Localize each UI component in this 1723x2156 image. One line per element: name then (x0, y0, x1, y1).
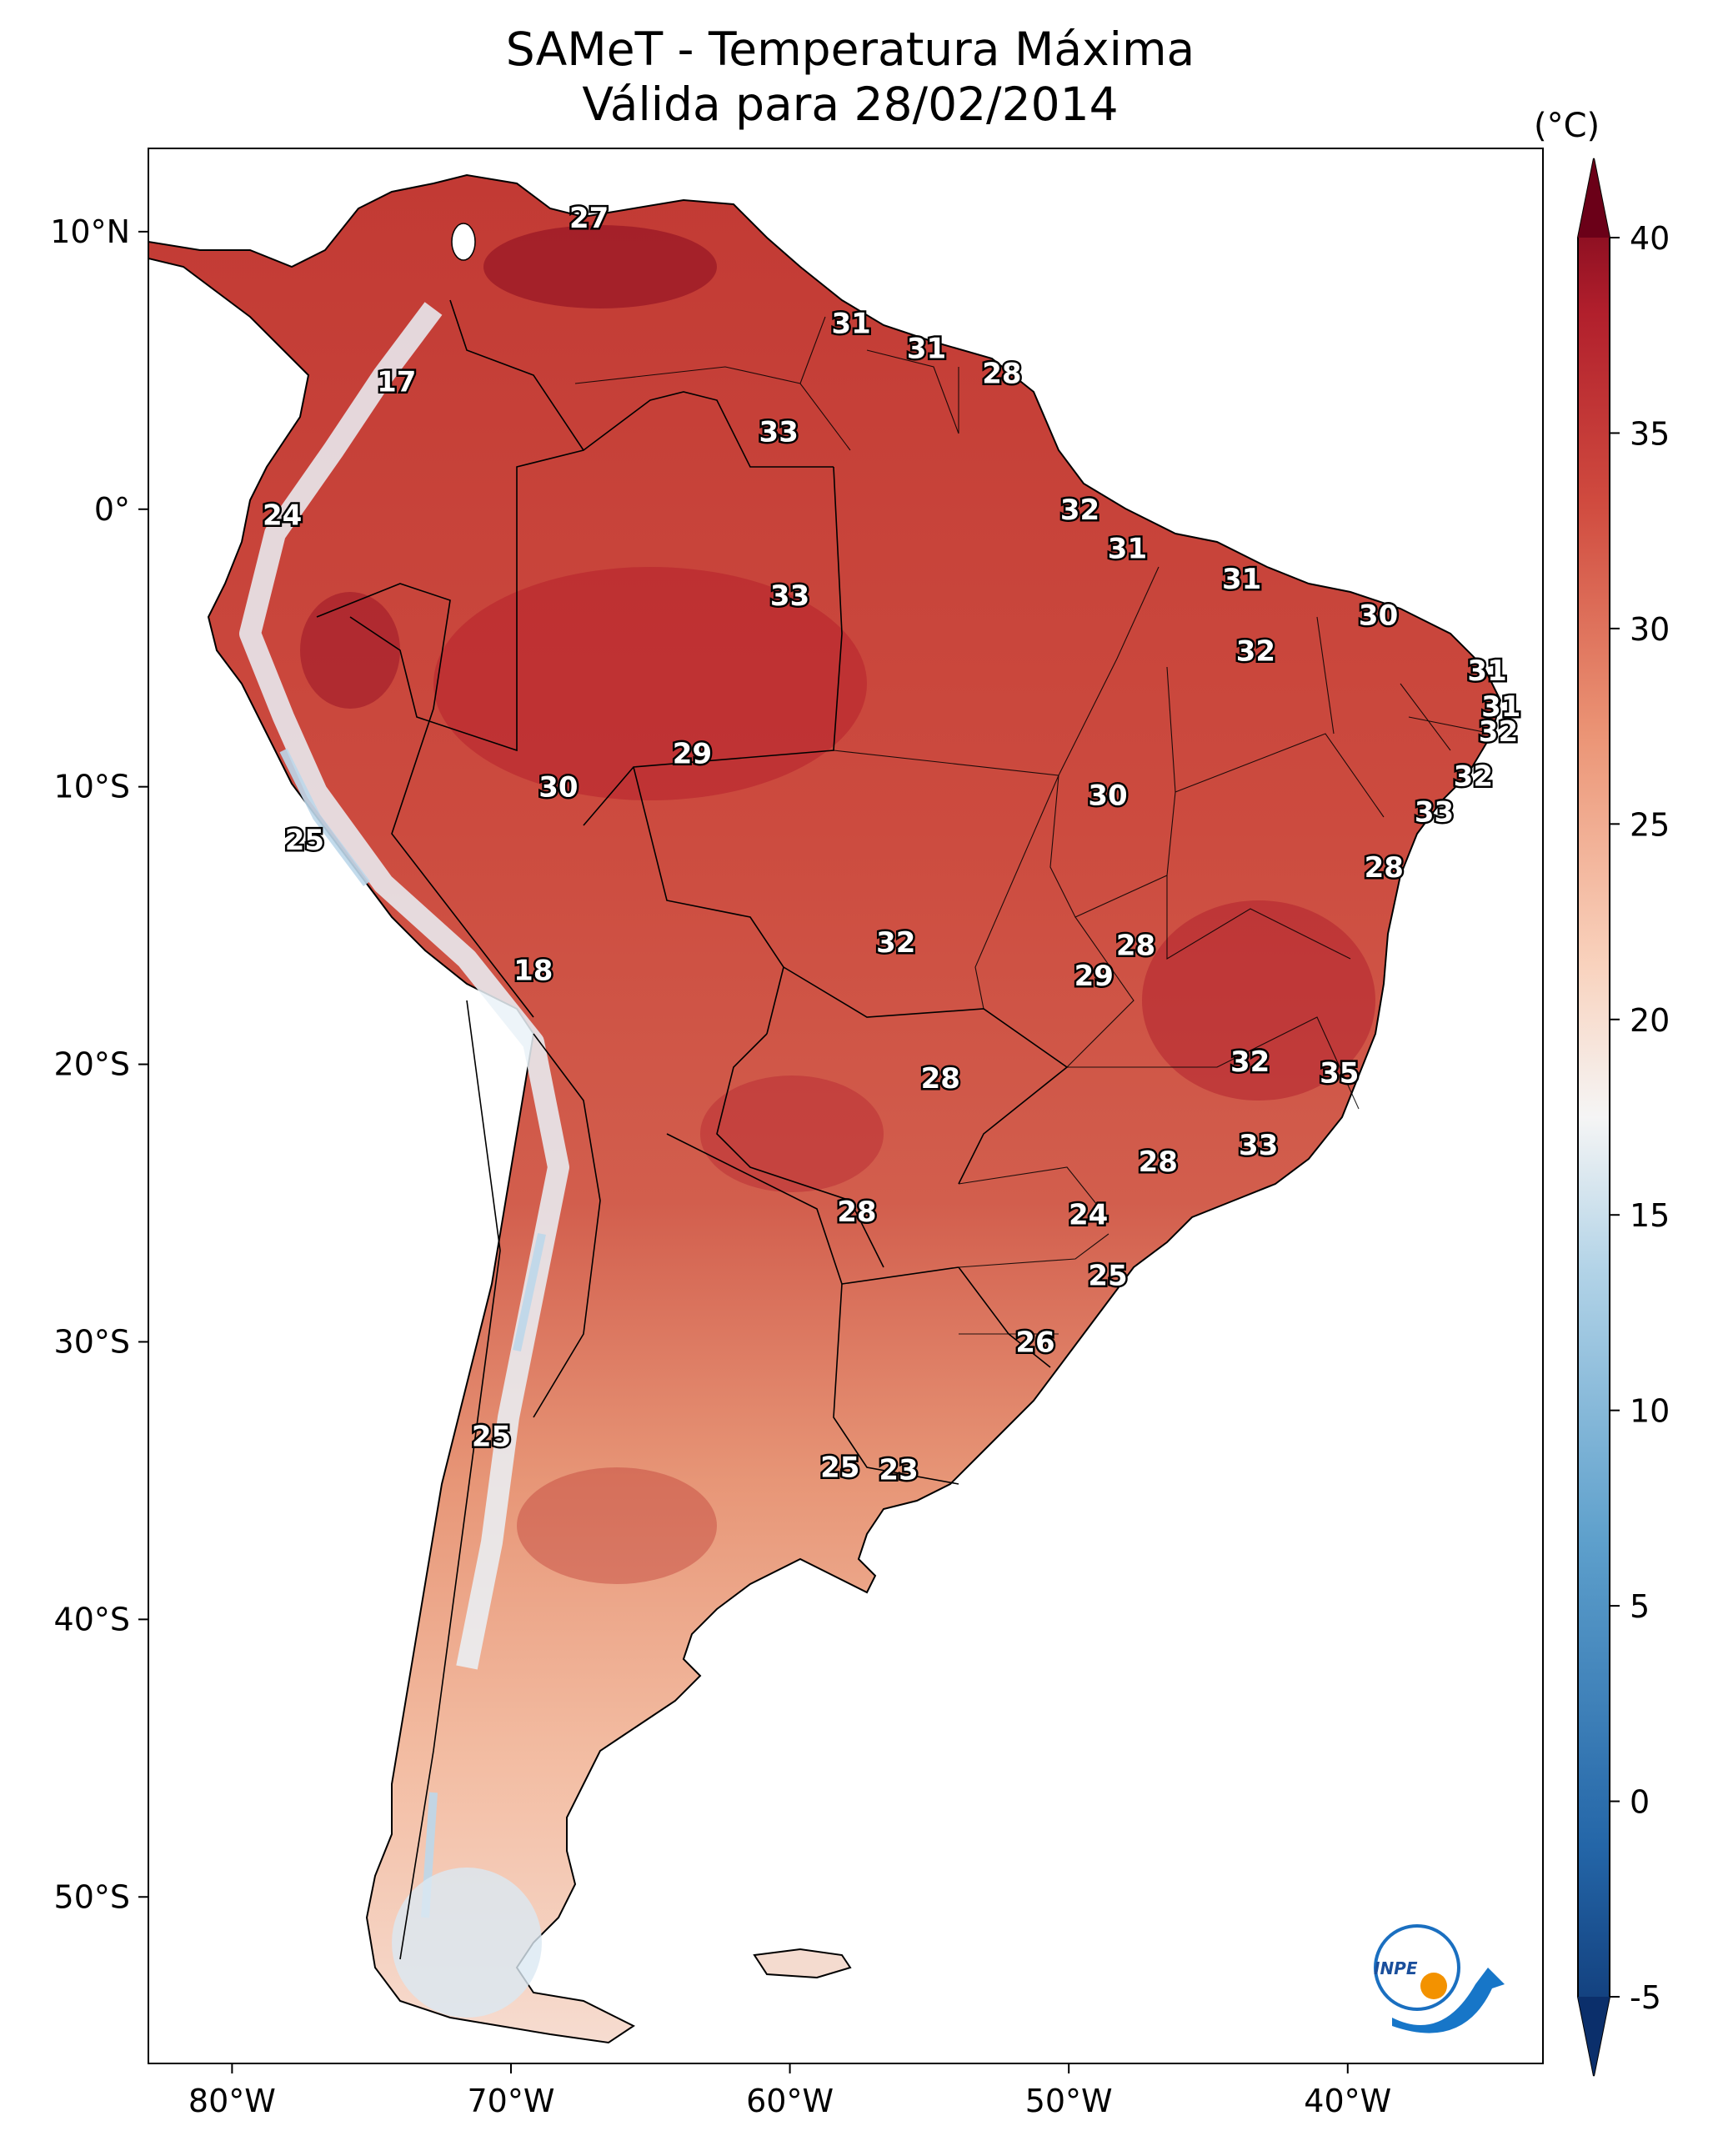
colorbar-tick-label: 35 (1630, 415, 1670, 452)
lat-tick-label: 0° (94, 491, 130, 528)
colorbar-tick-label: 30 (1630, 611, 1670, 648)
station-temperature-label: 18 (513, 954, 553, 987)
station-temperature-label: 33 (770, 579, 809, 613)
station-temperature-label: 27 (569, 202, 609, 235)
logo-orbit-ring (1374, 1924, 1460, 2011)
logo-swoosh-arrow-icon (1392, 1968, 1505, 2033)
station-temperature-label: 32 (1479, 715, 1518, 749)
colorbar-units-label: (°C) (1534, 107, 1600, 145)
station-temperature-label: 28 (921, 1062, 960, 1096)
station-temperature-label: 25 (1088, 1260, 1127, 1293)
hot-zone-venezuela (483, 225, 717, 308)
station-temperature-label: 31 (907, 333, 946, 366)
station-temperature-label: 30 (1359, 599, 1398, 632)
inpe-logo: INPE (1374, 1924, 1505, 2033)
hot-zone-pampas (517, 1467, 717, 1584)
station-temperature-label: 32 (876, 926, 915, 960)
patagonia-cool-zone (392, 1868, 542, 2018)
station-temperature-label: 33 (1239, 1129, 1278, 1162)
station-temperature-label: 24 (263, 499, 302, 532)
lat-tick-label: 30°S (54, 1323, 130, 1360)
colorbar-bottom-extension (1578, 1997, 1610, 2076)
hot-zone-peru (300, 592, 400, 709)
station-temperature-label: 30 (1088, 780, 1127, 813)
colorbar-tick-label: 25 (1630, 806, 1670, 843)
colorbar-tick-label: 20 (1630, 1002, 1670, 1039)
station-temperature-label: 28 (837, 1196, 876, 1229)
station-temperature-label: 28 (1116, 929, 1155, 962)
lat-tick-label: 50°S (54, 1878, 130, 1915)
station-temperature-label: 31 (1467, 654, 1506, 688)
logo-sun-dot (1420, 1973, 1447, 1999)
colorbar-top-extension (1578, 158, 1610, 238)
colorbar-tick-label: 10 (1630, 1393, 1670, 1430)
map-title-line1: SAMeT - Temperatura Máxima (505, 23, 1195, 76)
station-temperature-label: 23 (879, 1454, 918, 1487)
lat-tick-label: 40°S (54, 1601, 130, 1637)
colorbar: 40 35 30 25 20 15 10 5 0 -5 (1577, 158, 1670, 2077)
station-temperature-label: 31 (832, 308, 871, 341)
lat-tick-label: 10°N (50, 213, 130, 250)
station-temperature-label: 32 (1230, 1045, 1270, 1079)
lon-tick-label: 80°W (188, 2083, 276, 2119)
colorbar-tick-label: 15 (1630, 1197, 1670, 1234)
station-temperature-label: 32 (1060, 494, 1099, 527)
station-temperature-label: 29 (673, 738, 712, 771)
station-temperature-label: 30 (538, 771, 578, 805)
station-temperature-label: 32 (1454, 760, 1493, 793)
station-temperature-label: 25 (285, 824, 324, 857)
station-temperature-label: 17 (377, 366, 416, 399)
station-temperature-label: 24 (1069, 1198, 1108, 1231)
state-borders (574, 316, 1493, 1335)
lat-tick-label: 20°S (54, 1046, 130, 1083)
colorbar-tick-label: -5 (1630, 1979, 1661, 2016)
station-temperature-label: 28 (1365, 851, 1404, 885)
station-temperature-label: 31 (1108, 532, 1147, 565)
station-temperature-label: 28 (1139, 1146, 1178, 1179)
lat-axis-labels: 10°N 0° 10°S 20°S 30°S 40°S 50°S (50, 213, 148, 1915)
colorbar-ticks: 40 35 30 25 20 15 10 5 0 -5 (1610, 220, 1670, 2016)
map-title-line2: Válida para 28/02/2014 (582, 78, 1119, 131)
lat-tick-label: 10°S (54, 769, 130, 805)
lon-tick-label: 40°W (1304, 2083, 1391, 2119)
colorbar-bar (1577, 158, 1610, 2077)
lon-tick-label: 60°W (746, 2083, 834, 2119)
lon-axis-labels: 80°W 70°W 60°W 50°W 40°W (188, 2063, 1391, 2119)
station-temperature-label: 33 (759, 416, 799, 449)
station-temperature-label: 28 (982, 358, 1021, 391)
station-temperature-label: 26 (1015, 1326, 1054, 1359)
andes-cool-band (239, 302, 569, 1670)
station-temperature-label: 31 (1222, 563, 1261, 596)
station-temperature-label: 29 (1074, 960, 1114, 993)
hot-zone-amazon (433, 567, 867, 800)
colorbar-tick-label: 5 (1630, 1588, 1650, 1625)
colorbar-tick-label: 40 (1630, 220, 1670, 257)
station-temperature-label: 25 (820, 1451, 859, 1484)
station-temperature-label: 31 (1481, 690, 1520, 724)
station-temperature-label: 33 (1415, 796, 1454, 830)
hot-zone-southeast (1142, 900, 1375, 1101)
lon-tick-label: 70°W (468, 2083, 555, 2119)
country-borders (316, 299, 1069, 1960)
station-temperature-label: 25 (472, 1421, 511, 1454)
lon-tick-label: 50°W (1025, 2083, 1113, 2119)
station-temperature-label: 32 (1236, 635, 1275, 669)
station-temperature-label: 35 (1320, 1057, 1359, 1091)
colorbar-tick-label: 0 (1630, 1784, 1650, 1821)
logo-text: INPE (1374, 1958, 1418, 1978)
falkland-islands (753, 1948, 852, 1979)
lake-maracaibo (451, 223, 476, 261)
